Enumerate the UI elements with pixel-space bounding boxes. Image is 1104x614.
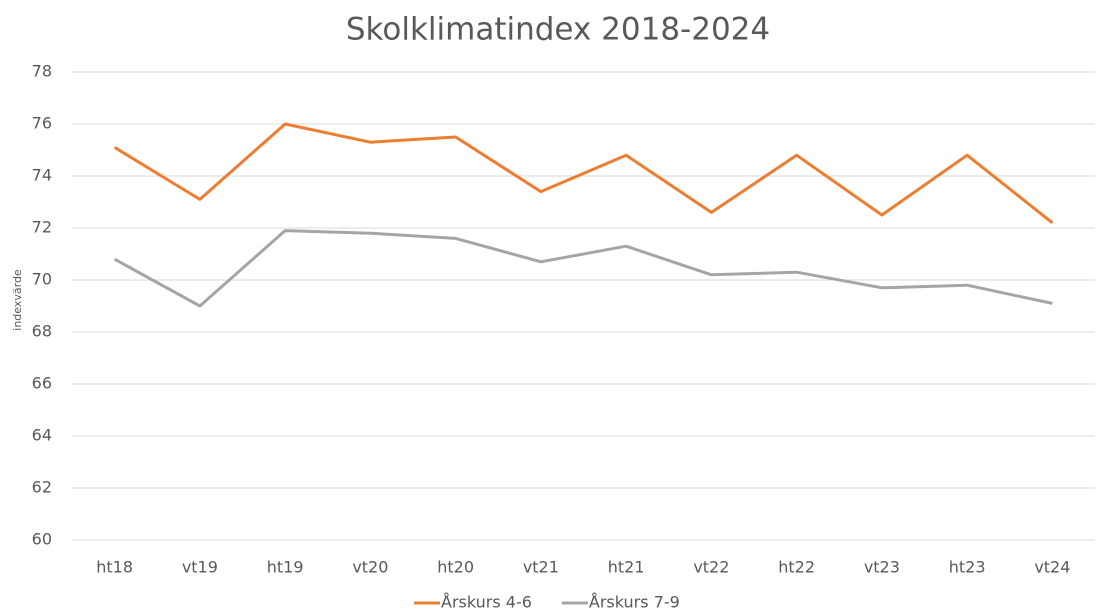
x-tick-label: ht18 (96, 558, 133, 577)
series-line (113, 122, 1054, 224)
x-tick-label: vt19 (182, 558, 218, 577)
y-tick-label: 68 (32, 322, 52, 341)
y-tick-label: 60 (32, 530, 52, 549)
x-tick-label: vt21 (523, 558, 559, 577)
x-tick-label: vt24 (1034, 558, 1070, 577)
y-tick-label: 72 (32, 218, 52, 237)
x-tick-label: ht20 (437, 558, 474, 577)
x-tick-label: vt23 (864, 558, 900, 577)
legend-label: Årskurs 4-6 (441, 593, 532, 612)
legend-label: Årskurs 7-9 (589, 593, 680, 612)
y-tick-label: 74 (32, 166, 52, 185)
x-tick-label: vt20 (352, 558, 388, 577)
x-tick-label: vt22 (693, 558, 729, 577)
series-line (113, 229, 1053, 308)
y-axis-label: indexvärde (11, 269, 24, 331)
x-tick-label: ht22 (778, 558, 815, 577)
chart-title: Skolklimatindex 2018-2024 (346, 12, 770, 48)
y-tick-label: 62 (32, 478, 52, 497)
x-tick-label: ht23 (949, 558, 986, 577)
y-tick-label: 76 (32, 114, 52, 133)
y-tick-label: 78 (32, 62, 52, 81)
y-tick-label: 66 (32, 374, 52, 393)
y-tick-label: 64 (32, 426, 52, 445)
x-tick-label: ht21 (608, 558, 645, 577)
y-tick-label: 70 (32, 270, 52, 289)
x-tick-label: ht19 (267, 558, 304, 577)
